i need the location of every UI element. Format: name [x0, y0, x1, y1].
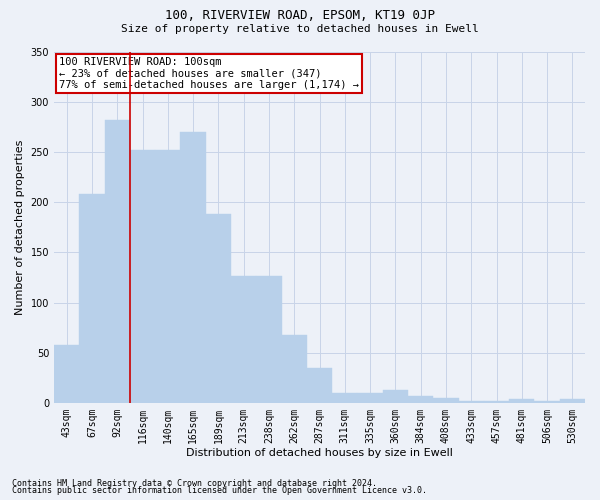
Text: 100 RIVERVIEW ROAD: 100sqm
← 23% of detached houses are smaller (347)
77% of sem: 100 RIVERVIEW ROAD: 100sqm ← 23% of deta… [59, 57, 359, 90]
Bar [433, 398, 458, 403]
Bar [383, 390, 408, 403]
Bar [358, 393, 383, 403]
Bar [206, 214, 231, 403]
Bar [181, 132, 206, 403]
Bar [256, 276, 281, 403]
Bar [104, 120, 130, 403]
Text: Contains HM Land Registry data © Crown copyright and database right 2024.: Contains HM Land Registry data © Crown c… [12, 478, 377, 488]
Text: 100, RIVERVIEW ROAD, EPSOM, KT19 0JP: 100, RIVERVIEW ROAD, EPSOM, KT19 0JP [165, 9, 435, 22]
Bar [509, 399, 535, 403]
Bar [307, 368, 332, 403]
Bar [535, 401, 560, 403]
Bar [231, 276, 256, 403]
Bar [484, 401, 509, 403]
Y-axis label: Number of detached properties: Number of detached properties [15, 140, 25, 315]
Text: Size of property relative to detached houses in Ewell: Size of property relative to detached ho… [121, 24, 479, 34]
Bar [155, 150, 181, 403]
Text: Contains public sector information licensed under the Open Government Licence v3: Contains public sector information licen… [12, 486, 427, 495]
Bar [79, 194, 104, 403]
Bar [281, 335, 307, 403]
X-axis label: Distribution of detached houses by size in Ewell: Distribution of detached houses by size … [186, 448, 453, 458]
Bar [332, 393, 358, 403]
Bar [408, 396, 433, 403]
Bar [54, 345, 79, 403]
Bar [458, 401, 484, 403]
Bar [560, 399, 585, 403]
Bar [130, 150, 155, 403]
